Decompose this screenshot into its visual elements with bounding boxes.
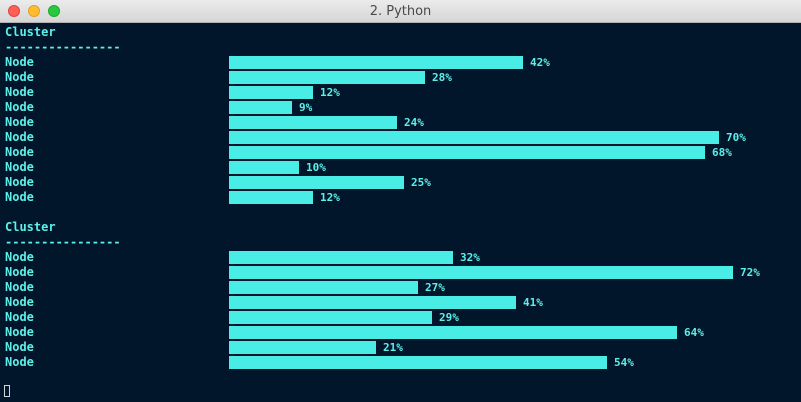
- node-usage-bar: [229, 146, 705, 159]
- node-label: Node: [5, 175, 34, 189]
- window-title: 2. Python: [369, 4, 432, 19]
- node-label: Node: [5, 280, 34, 294]
- node-label: Node: [5, 115, 34, 129]
- node-usage-bar: [229, 56, 523, 69]
- node-usage-bar: [229, 251, 453, 264]
- node-usage-percent: 9%: [299, 101, 313, 114]
- node-label: Node: [5, 310, 34, 324]
- node-usage-percent: 70%: [726, 131, 746, 144]
- node-usage-bar: [229, 161, 299, 174]
- node-label: Node: [5, 55, 34, 69]
- node-usage-bar: [229, 311, 432, 324]
- node-usage-percent: 12%: [320, 86, 340, 99]
- cluster-separator: ----------------: [5, 235, 121, 249]
- node-label: Node: [5, 250, 34, 264]
- node-usage-percent: 32%: [460, 251, 480, 264]
- node-usage-bar: [229, 176, 404, 189]
- node-row: Node 12%: [0, 85, 801, 100]
- node-label: Node: [5, 325, 34, 339]
- node-label: Node: [5, 190, 34, 204]
- node-row: Node 12%: [0, 190, 801, 205]
- node-label: Node: [5, 265, 34, 279]
- node-usage-bar: [229, 101, 292, 114]
- node-usage-percent: 24%: [404, 116, 424, 129]
- node-usage-percent: 41%: [523, 296, 543, 309]
- node-label: Node: [5, 130, 34, 144]
- node-row: Node 72%: [0, 265, 801, 280]
- node-usage-bar: [229, 116, 397, 129]
- node-row: Node 64%: [0, 325, 801, 340]
- node-row: Node 28%: [0, 70, 801, 85]
- node-usage-bar: [229, 296, 516, 309]
- cluster-heading: Cluster: [5, 220, 56, 234]
- node-usage-percent: 25%: [411, 176, 431, 189]
- close-window-button[interactable]: [8, 5, 20, 17]
- node-row: Node 54%: [0, 355, 801, 370]
- node-usage-bar: [229, 71, 425, 84]
- terminal-output[interactable]: Cluster ---------------- Node 42% Node 28% N…: [0, 23, 801, 402]
- node-usage-percent: 72%: [740, 266, 760, 279]
- node-usage-bar: [229, 266, 733, 279]
- node-usage-bar: [229, 326, 677, 339]
- node-usage-percent: 12%: [320, 191, 340, 204]
- node-row: Node 32%: [0, 250, 801, 265]
- node-label: Node: [5, 100, 34, 114]
- node-label: Node: [5, 355, 34, 369]
- node-row: Node 21%: [0, 340, 801, 355]
- node-usage-percent: 10%: [306, 161, 326, 174]
- node-label: Node: [5, 160, 34, 174]
- node-usage-bar: [229, 131, 719, 144]
- node-row: Node 41%: [0, 295, 801, 310]
- node-usage-percent: 27%: [425, 281, 445, 294]
- node-row: Node 10%: [0, 160, 801, 175]
- node-label: Node: [5, 70, 34, 84]
- node-label: Node: [5, 340, 34, 354]
- node-usage-percent: 29%: [439, 311, 459, 324]
- cluster-separator: ----------------: [5, 40, 121, 54]
- node-row: Node 29%: [0, 310, 801, 325]
- title-bar[interactable]: 2. Python: [0, 0, 801, 23]
- node-label: Node: [5, 295, 34, 309]
- node-row: Node 70%: [0, 130, 801, 145]
- node-usage-bar: [229, 341, 376, 354]
- minimize-window-button[interactable]: [28, 5, 40, 17]
- node-usage-percent: 42%: [530, 56, 550, 69]
- node-usage-percent: 28%: [432, 71, 452, 84]
- node-row: Node 68%: [0, 145, 801, 160]
- node-label: Node: [5, 145, 34, 159]
- node-usage-percent: 54%: [614, 356, 634, 369]
- node-label: Node: [5, 85, 34, 99]
- node-row: Node 24%: [0, 115, 801, 130]
- node-usage-percent: 64%: [684, 326, 704, 339]
- node-usage-percent: 68%: [712, 146, 732, 159]
- node-usage-bar: [229, 191, 313, 204]
- node-row: Node 42%: [0, 55, 801, 70]
- maximize-window-button[interactable]: [48, 5, 60, 17]
- node-usage-bar: [229, 356, 607, 369]
- node-usage-bar: [229, 86, 313, 99]
- terminal-cursor: [4, 385, 10, 397]
- cluster-heading: Cluster: [5, 25, 56, 39]
- node-row: Node 27%: [0, 280, 801, 295]
- node-row: Node 25%: [0, 175, 801, 190]
- node-usage-percent: 21%: [383, 341, 403, 354]
- node-row: Node 9%: [0, 100, 801, 115]
- node-usage-bar: [229, 281, 418, 294]
